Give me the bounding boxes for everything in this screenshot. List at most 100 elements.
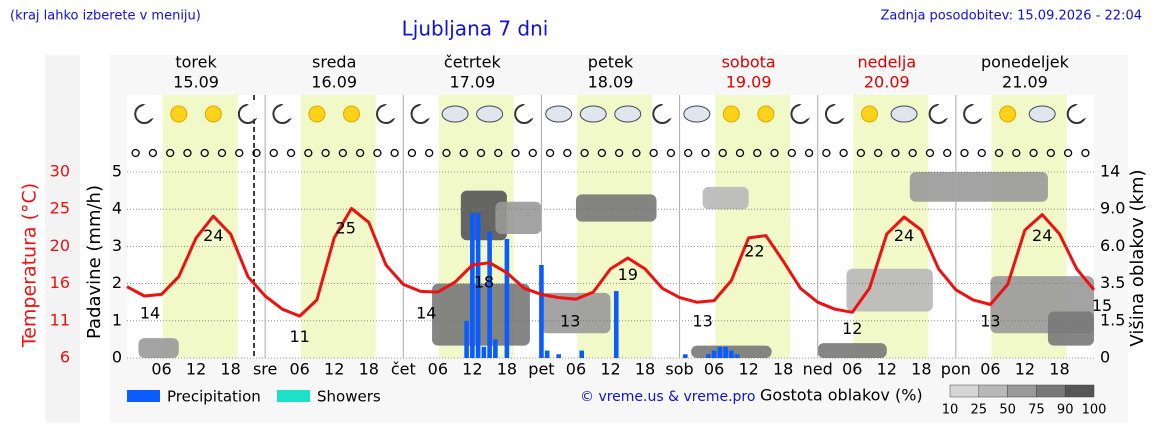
menu-note[interactable]: (kraj lahko izberete v meniju)	[10, 9, 201, 24]
cloud-legend-swatch	[1064, 384, 1095, 398]
wind-calm	[390, 148, 399, 158]
cloud-icon	[441, 105, 469, 123]
precip-bar	[613, 291, 619, 358]
wind-calm	[425, 148, 434, 158]
cloud-cell	[495, 201, 542, 234]
precip-bar	[464, 320, 469, 358]
cloud-axis-label: Višina oblakov (km)	[1127, 169, 1148, 346]
wind-calm	[286, 148, 296, 158]
temp-extreme-label: 24	[1032, 226, 1052, 245]
daylight	[162, 95, 238, 358]
cloud-icon	[545, 105, 573, 123]
precip-bar	[729, 350, 734, 358]
wind-calm	[787, 148, 796, 158]
wind-calm	[442, 148, 451, 158]
x-tick-label: 12	[1015, 360, 1035, 379]
day-date: 21.09	[1002, 73, 1048, 92]
cloud-legend-level: 90	[1057, 403, 1074, 418]
cloud-icon	[1028, 105, 1056, 123]
legend-label: Showers	[317, 388, 381, 406]
cloud-cell	[702, 186, 749, 210]
wind-calm	[874, 148, 883, 158]
precip-tick-label: 4	[112, 199, 122, 218]
precip-tick-label: 0	[112, 348, 122, 367]
cloud-cell	[575, 194, 657, 222]
day-name: petek	[588, 53, 634, 72]
wind-calm	[701, 148, 710, 158]
cloud-cell	[817, 343, 887, 358]
day-name: četrtek	[444, 53, 502, 72]
x-tick-label: 18	[359, 360, 379, 379]
sun-icon	[342, 105, 360, 123]
wind-calm	[321, 148, 330, 158]
cloud-legend-swatch	[949, 384, 980, 398]
wind-calm	[580, 148, 589, 158]
day-date: 20.09	[864, 73, 910, 92]
wind-calm	[753, 148, 762, 158]
x-tick-label: 18	[773, 360, 793, 379]
temp-tick-label: 25	[50, 199, 70, 218]
cloud-cell	[432, 283, 530, 346]
temp-extreme-label: 13	[560, 311, 580, 330]
precip-bar	[723, 346, 728, 358]
x-tick-label: 06	[151, 360, 171, 379]
wind-calm	[666, 148, 676, 158]
cloud-cell	[1047, 311, 1094, 346]
sun-icon	[757, 105, 775, 123]
wind-calm	[1063, 148, 1073, 158]
precip-tick-label: 2	[112, 273, 122, 292]
x-tick-label: pet	[528, 360, 554, 379]
precip-bar	[579, 350, 585, 358]
x-tick-label: 18	[635, 360, 655, 379]
precip-bar	[504, 238, 510, 358]
wind-calm	[977, 148, 986, 158]
wind-calm	[804, 148, 814, 158]
x-tick-label: 18	[497, 360, 517, 379]
cloud-legend-level: 50	[999, 403, 1016, 418]
x-tick-label: pon	[941, 360, 971, 379]
x-tick-label: 06	[980, 360, 1000, 379]
precip-bar	[711, 350, 717, 358]
x-tick-label: 18	[220, 360, 240, 379]
wind-calm	[235, 148, 244, 158]
cloud-cell	[909, 172, 1048, 202]
temp-extreme-label: 19	[618, 265, 638, 284]
update-time: Zadnja posodobitev: 15.09.2026 - 22:04	[880, 9, 1142, 24]
precip-bar	[717, 346, 723, 358]
precip-bar	[706, 354, 711, 358]
wind-calm	[839, 148, 848, 158]
wind-calm	[925, 148, 935, 158]
precip-bar	[683, 354, 688, 358]
precip-axis-label: Padavine (mm/h)	[84, 185, 105, 339]
x-tick-label: 12	[877, 360, 897, 379]
credit: © vreme.us & vreme.pro	[580, 389, 755, 405]
wind-calm	[217, 148, 227, 158]
day-name: torek	[175, 53, 217, 72]
cloud-legend-level: 100	[1082, 403, 1107, 418]
wind-calm	[407, 148, 417, 158]
wind-calm	[476, 148, 486, 158]
wind-calm	[891, 148, 900, 158]
wind-calm	[511, 148, 520, 158]
legend-label: Precipitation	[167, 388, 261, 406]
cloud-tick-label: 9.0	[1100, 199, 1125, 218]
x-tick-label: 12	[186, 360, 206, 379]
moon-cut	[383, 103, 400, 119]
cloud-cell	[138, 338, 179, 358]
wind-calm	[166, 148, 175, 158]
moon-cut	[797, 103, 814, 119]
x-tick-label: 06	[704, 360, 724, 379]
cloud-cell	[541, 292, 611, 334]
x-tick-label: 18	[911, 360, 931, 379]
moon-cut	[521, 103, 538, 119]
wind-calm	[960, 148, 969, 158]
cloud-tick-label: 14	[1100, 162, 1120, 181]
wind-calm	[304, 148, 313, 158]
moon-cut	[970, 103, 987, 119]
wind-calm	[373, 148, 382, 158]
wind-calm	[1029, 148, 1038, 158]
temp-extreme-label: 24	[894, 226, 914, 245]
temperature-line	[126, 206, 1096, 318]
cloud-legend-swatch	[1007, 384, 1037, 398]
